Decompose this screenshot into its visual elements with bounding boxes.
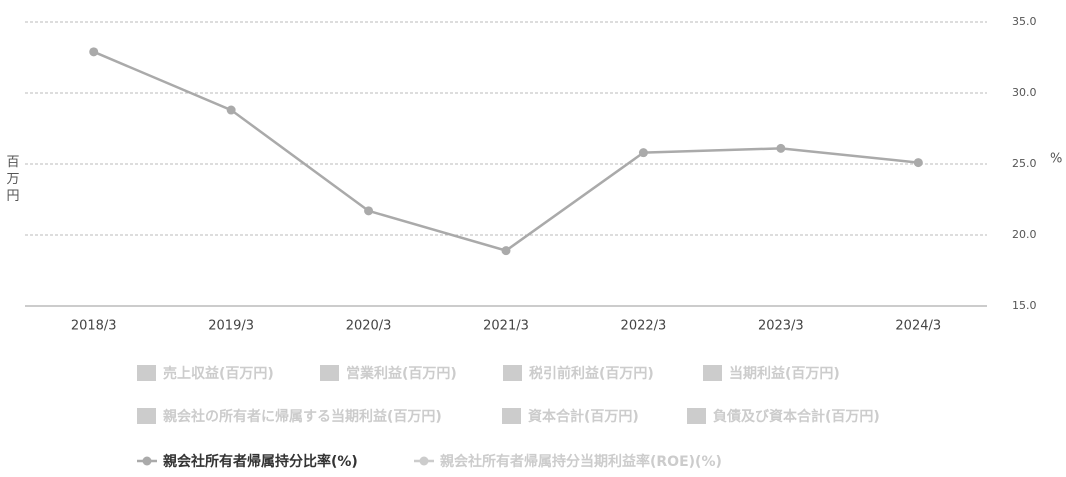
- y2-tick-label: 30.0: [1012, 86, 1037, 99]
- point: [226, 105, 236, 115]
- x-tick-label: 2022/3: [621, 319, 667, 334]
- legend-label[interactable]: 税引前利益(百万円): [529, 365, 654, 382]
- x-tick-label: 2023/3: [758, 319, 804, 334]
- legend-label[interactable]: 親会社所有者帰属持分比率(%): [163, 453, 358, 470]
- x-tick-label: 2020/3: [346, 319, 392, 334]
- legend-icon: [419, 456, 429, 466]
- legend-label[interactable]: 負債及び資本合計(百万円): [713, 408, 880, 425]
- legend-label[interactable]: 営業利益(百万円): [346, 365, 457, 382]
- x-tick-label: 2018/3: [71, 319, 117, 334]
- legend-icon: [137, 408, 156, 424]
- legend-icon: [320, 365, 339, 381]
- point: [776, 143, 786, 153]
- point: [89, 47, 99, 57]
- y2-tick-label: 25.0: [1012, 157, 1037, 170]
- y-axis-label: 百万円: [4, 155, 20, 206]
- legend-icon: [687, 408, 706, 424]
- point: [638, 148, 648, 158]
- legend-icon: [703, 365, 722, 381]
- x-tick-label: 2024/3: [895, 319, 941, 334]
- legend-icon: [137, 365, 156, 381]
- legend-label[interactable]: 資本合計(百万円): [528, 408, 639, 425]
- x-tick-label: 2021/3: [483, 319, 529, 334]
- point: [501, 246, 511, 256]
- point: [913, 158, 923, 168]
- legend-icon: [502, 408, 521, 424]
- y2-tick-label: 15.0: [1012, 299, 1037, 312]
- legend-label[interactable]: 親会社所有者帰属持分当期利益率(ROE)(%): [440, 453, 722, 470]
- legend-icon: [142, 456, 152, 466]
- y2-tick-label: 20.0: [1012, 228, 1037, 241]
- point: [364, 206, 374, 216]
- legend-label[interactable]: 当期利益(百万円): [729, 365, 840, 382]
- x-tick-label: 2019/3: [208, 319, 254, 334]
- line: [93, 50, 919, 252]
- y2-tick-label: 35.0: [1012, 15, 1037, 28]
- legend-label[interactable]: 売上収益(百万円): [163, 365, 274, 382]
- legend-label[interactable]: 親会社の所有者に帰属する当期利益(百万円): [163, 408, 442, 425]
- legend-icon: [503, 365, 522, 381]
- y2-axis-label: %: [1050, 152, 1062, 167]
